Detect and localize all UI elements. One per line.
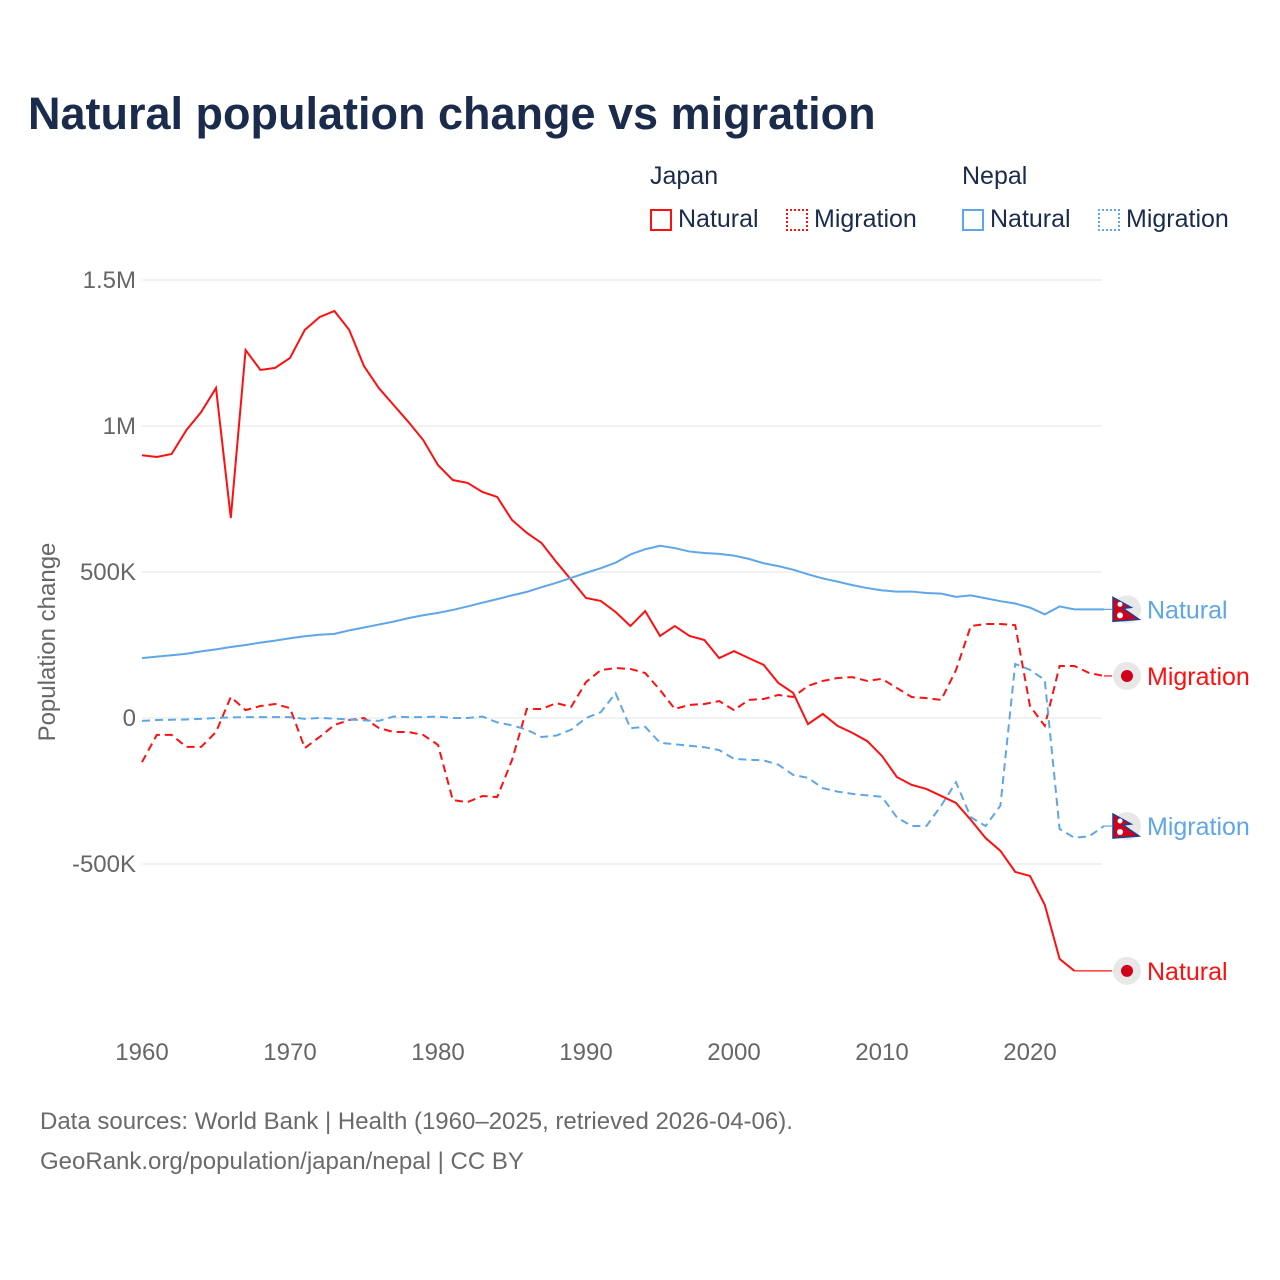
- legend-japan-natural[interactable]: Natural: [650, 205, 759, 234]
- legend-swatch-dotted: [1098, 208, 1120, 231]
- chart-title: Natural population change vs migration: [28, 88, 876, 139]
- y-tick-label: 500K: [80, 559, 136, 586]
- legend-label: Migration: [1126, 205, 1229, 233]
- series-line-japan-migration: [141, 622, 1105, 804]
- y-tick-label: 1.5M: [83, 267, 136, 294]
- footer-link[interactable]: GeoRank.org/population/japan/nepal | CC …: [40, 1148, 524, 1175]
- japan-flag-dot: [1121, 669, 1133, 682]
- legend-swatch-dotted: [786, 208, 808, 231]
- series-line-nepal-migration: [141, 662, 1105, 839]
- x-tick-label: 2010: [855, 1039, 908, 1066]
- y-tick-label: 0: [123, 705, 136, 732]
- series-end-label: Migration: [1147, 663, 1250, 691]
- legend-swatch-solid: [962, 208, 984, 231]
- series-line-japan-natural: [141, 309, 1076, 972]
- japan-flag-dot: [1121, 964, 1133, 977]
- legend-japan-migration[interactable]: Migration: [786, 205, 917, 234]
- legend-group-nepal: Nepal: [962, 162, 1028, 190]
- series-end-label: Migration: [1147, 813, 1250, 841]
- y-axis-label: Population change: [34, 543, 61, 742]
- footer-sources: Data sources: World Bank | Health (1960–…: [40, 1108, 793, 1135]
- x-tick-label: 1980: [411, 1039, 464, 1066]
- legend-nepal-migration[interactable]: Migration: [1098, 205, 1229, 234]
- x-tick-label: 2000: [707, 1039, 760, 1066]
- legend-label: Natural: [990, 205, 1071, 233]
- nepal-flag-sun: [1117, 829, 1123, 836]
- series-line-nepal-natural: [141, 544, 1104, 660]
- x-tick-label: 1960: [115, 1039, 168, 1066]
- nepal-flag-moon: [1117, 601, 1123, 607]
- legend-label: Migration: [814, 205, 917, 233]
- legend-group-japan: Japan: [650, 162, 719, 190]
- y-tick-label: 1M: [103, 413, 136, 440]
- nepal-flag-sun: [1117, 612, 1123, 619]
- nepal-flag-moon: [1117, 818, 1123, 824]
- series-end-label: Natural: [1147, 596, 1228, 624]
- x-tick-label: 1970: [263, 1039, 316, 1066]
- x-tick-label: 1990: [559, 1039, 612, 1066]
- legend-swatch-solid: [650, 208, 672, 231]
- legend-label: Natural: [678, 205, 759, 233]
- x-tick-label: 2020: [1003, 1039, 1056, 1066]
- legend-nepal-natural[interactable]: Natural: [962, 205, 1071, 234]
- series-end-label: Natural: [1147, 958, 1228, 986]
- y-tick-label: -500K: [72, 851, 136, 878]
